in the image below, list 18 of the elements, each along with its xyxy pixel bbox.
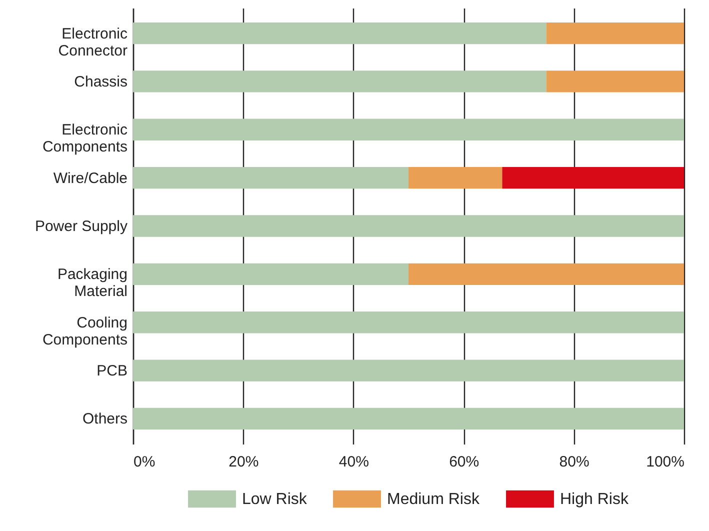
- y-tick-label: Electronic Components: [42, 122, 128, 156]
- y-tick-label: Wire/Cable: [53, 170, 128, 187]
- legend-label: Low Risk: [242, 491, 308, 508]
- x-tick-label: 100%: [646, 454, 684, 470]
- x-tick-label: 40%: [338, 454, 369, 470]
- y-tick-label: Chassis: [74, 73, 128, 90]
- y-tick-label: Others: [82, 410, 128, 428]
- y-tick-label: PCB: [96, 362, 128, 380]
- x-tick-label: 20%: [228, 454, 259, 470]
- y-tick-label: Cooling Components: [42, 314, 128, 348]
- y-tick-label: Packaging Material: [57, 266, 128, 300]
- legend-label: High Risk: [560, 491, 630, 508]
- x-tick-label: 60%: [449, 454, 480, 470]
- y-tick-label: Electronic Connector: [58, 25, 128, 60]
- legend-label: Medium Risk: [387, 491, 480, 508]
- x-tick-label: 80%: [559, 454, 590, 470]
- x-tick-label: 0%: [134, 454, 156, 470]
- y-tick-label: Power Supply: [34, 218, 128, 235]
